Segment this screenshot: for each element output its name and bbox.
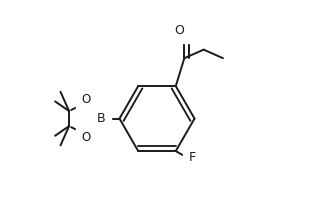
Text: F: F [189, 151, 196, 164]
Text: O: O [82, 131, 91, 144]
Text: O: O [175, 24, 185, 37]
Text: O: O [82, 94, 91, 106]
Text: B: B [97, 112, 106, 125]
